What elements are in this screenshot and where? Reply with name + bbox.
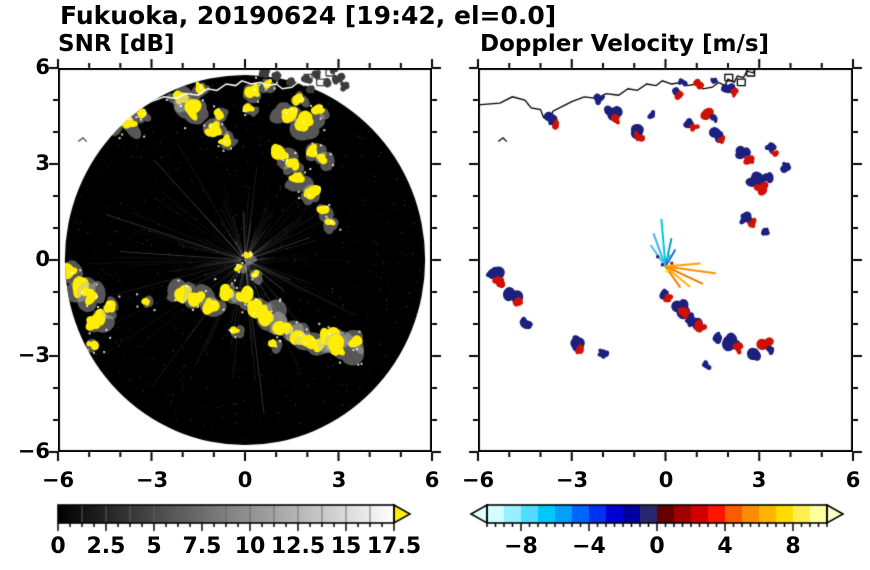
x-tick-label-left: −6 (41, 468, 75, 492)
snr-colorbar-tick-label: 10 (234, 534, 266, 559)
x-tick-label-right: 0 (658, 468, 674, 492)
x-tick-label-right: 3 (751, 468, 767, 492)
snr-colorbar-tick-label: 0 (50, 534, 66, 559)
snr-colorbar-tick-label: 15 (330, 534, 362, 559)
y-tick-label: 0 (35, 247, 50, 271)
doppler-colorbar-tick-label: 8 (785, 534, 801, 559)
x-tick-label-left: 3 (331, 468, 347, 492)
doppler-colorbar-tick-label: −4 (572, 534, 606, 559)
snr-colorbar-tick-label: 5 (146, 534, 162, 559)
x-tick-label-left: 0 (237, 468, 253, 492)
snr-colorbar-tick-label: 12.5 (270, 534, 326, 559)
figure-title: Fukuoka, 20190624 [19:42, el=0.0] (60, 1, 557, 30)
x-tick-label-right: −3 (555, 468, 589, 492)
x-tick-label-right: 6 (845, 468, 861, 492)
x-tick-label-left: 6 (424, 468, 440, 492)
doppler-colorbar-tick-label: 4 (717, 534, 733, 559)
doppler-colorbar-tick-label: −8 (504, 534, 538, 559)
y-tick-label: −3 (17, 343, 50, 367)
x-tick-label-right: −6 (461, 468, 495, 492)
snr-colorbar-tick-label: 7.5 (182, 534, 222, 559)
snr-panel-title: SNR [dB] (58, 31, 175, 57)
snr-colorbar-tick-label: 2.5 (86, 534, 126, 559)
x-tick-label-left: −3 (135, 468, 169, 492)
y-tick-label: 3 (35, 151, 50, 175)
snr-colorbar-tick-label: 17.5 (366, 534, 422, 559)
doppler-panel-title: Doppler Velocity [m/s] (480, 31, 770, 57)
doppler-colorbar-tick-label: 0 (649, 534, 665, 559)
y-tick-label: −6 (17, 439, 50, 463)
y-tick-label: 6 (35, 55, 50, 79)
